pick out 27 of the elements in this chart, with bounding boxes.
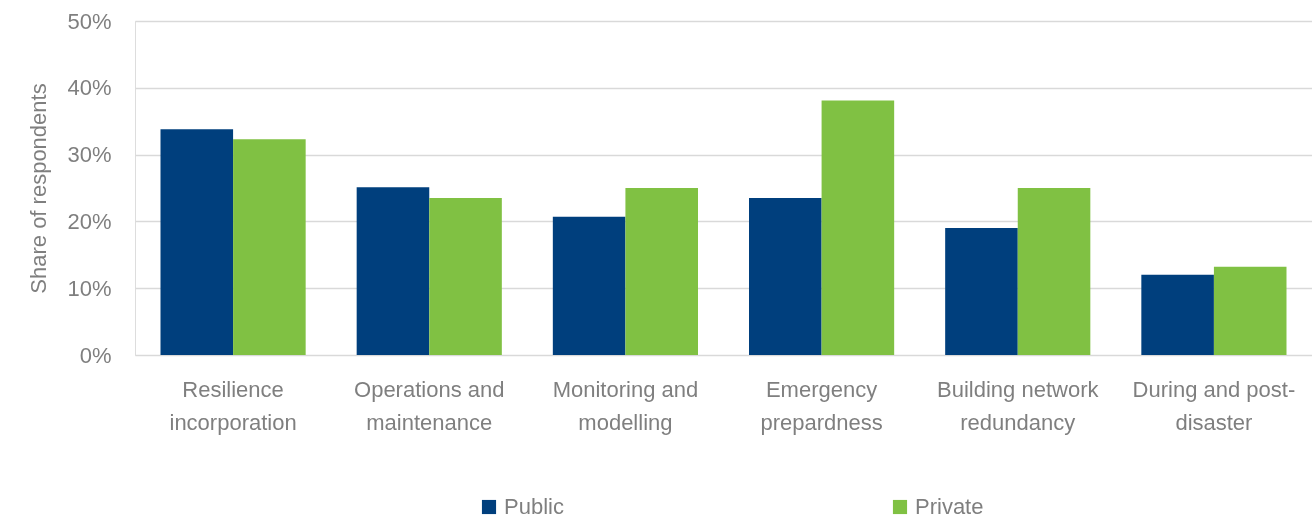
- y-tick-label: 0%: [79, 342, 112, 368]
- x-tick-label: Operations and maintenance: [354, 376, 505, 435]
- bar: [160, 129, 234, 355]
- y-tick-label: 50%: [67, 8, 112, 34]
- bar: [1213, 266, 1287, 355]
- bar: [1141, 274, 1214, 355]
- bar: [233, 139, 306, 355]
- bar: [356, 187, 430, 355]
- x-tick-label: Building network redundancy: [937, 376, 1100, 435]
- legend-label: Public: [504, 494, 564, 519]
- legend-label: Private: [915, 494, 984, 519]
- bar: [945, 228, 1018, 355]
- x-tick-label: Monitoring and modelling: [552, 376, 699, 435]
- y-tick-label: 40%: [67, 75, 112, 101]
- y-tick-label: 10%: [67, 275, 112, 301]
- x-tick-label: Resilience incorporation: [169, 376, 297, 435]
- bar: [821, 100, 895, 355]
- bar: [625, 188, 698, 355]
- y-tick-label: 30%: [67, 142, 112, 168]
- x-tick-label: Emergency prepardness: [760, 376, 883, 435]
- bar: [1017, 188, 1091, 355]
- x-tick-label: During and post-disaster: [1132, 376, 1296, 435]
- bar: [429, 198, 502, 355]
- bar: [552, 216, 626, 355]
- bar: [749, 198, 822, 355]
- y-axis-title: Share of respondents: [26, 83, 52, 294]
- y-tick-label: 20%: [67, 208, 112, 234]
